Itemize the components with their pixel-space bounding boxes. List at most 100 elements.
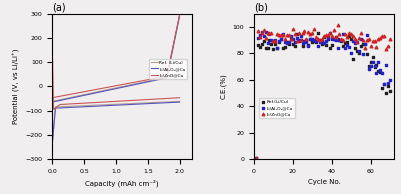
Li/ZnO@Cu xyxy=(336,32,342,35)
Li/Al₂O₃@Cu xyxy=(341,46,348,49)
Li/ZnO@Cu xyxy=(267,31,274,35)
Ref.(Li/Cu) xyxy=(312,41,318,44)
Ref.(Li/Cu) xyxy=(254,43,260,46)
Li/Al₂O₃@Cu xyxy=(302,40,309,43)
Li/Al₂O₃@Cu xyxy=(267,38,274,41)
Li/Al₂O₃@Cu xyxy=(332,39,338,42)
Li/ZnO@Cu xyxy=(369,39,375,42)
Li/Al₂O₃@Cu xyxy=(336,39,342,42)
Li/ZnO@Cu xyxy=(351,38,357,41)
Li/ZnO@Cu xyxy=(318,38,324,41)
X-axis label: Capacity (mAh cm⁻²): Capacity (mAh cm⁻²) xyxy=(85,179,159,187)
Ref.(Li/Cu) xyxy=(297,38,303,41)
Ref.(Li/Cu) xyxy=(285,42,292,46)
Ref.(Li/Cu) xyxy=(324,38,330,41)
Li/ZnO@Cu xyxy=(384,45,390,48)
Li/Al₂O₃@Cu xyxy=(367,65,373,68)
Li/Al₂O₃@Cu xyxy=(277,37,284,40)
Ref.(Li/Cu) xyxy=(326,46,332,49)
Li/Al₂O₃@Cu xyxy=(252,157,258,160)
Li/Al₂O₃@Cu xyxy=(378,72,385,75)
Li/ZnO@Cu xyxy=(304,31,311,34)
Ref.(Li/Cu) xyxy=(359,42,365,45)
Ref.(Li/Cu) xyxy=(320,35,326,38)
Li/ZnO@Cu xyxy=(254,30,260,33)
Li/Al₂O₃@Cu xyxy=(50,73,55,75)
Li/Al₂O₃@Cu xyxy=(326,31,332,34)
Li/ZnO@Cu xyxy=(360,46,367,49)
Li/ZnO@Cu xyxy=(320,35,326,38)
Ref.(Li/Cu) xyxy=(306,37,313,40)
Li/Al₂O₃@Cu xyxy=(304,44,311,47)
Li/Al₂O₃@Cu xyxy=(289,37,295,40)
Ref.(Li/Cu) xyxy=(256,46,262,49)
Li/ZnO@Cu xyxy=(75,102,79,105)
Li/ZnO@Cu xyxy=(275,33,282,36)
Li/Al₂O₃@Cu xyxy=(343,43,350,47)
Li/Al₂O₃@Cu xyxy=(318,40,324,43)
Ref.(Li/Cu) xyxy=(367,60,373,63)
Li/Al₂O₃@Cu xyxy=(380,83,387,86)
Li/ZnO@Cu xyxy=(380,34,387,37)
Li/ZnO@Cu xyxy=(258,31,264,34)
Li/ZnO@Cu xyxy=(328,35,334,38)
Li/Al₂O₃@Cu xyxy=(297,35,303,38)
Ref.(Li/Cu) xyxy=(271,43,278,46)
Li/ZnO@Cu xyxy=(289,27,295,30)
Ref. (Li/Cu) xyxy=(148,101,152,104)
Li/Al₂O₃@Cu xyxy=(279,33,286,36)
Li/Al₂O₃@Cu xyxy=(347,51,354,54)
Li/ZnO@Cu xyxy=(322,33,328,36)
Li/ZnO@Cu xyxy=(357,31,363,34)
Li/ZnO@Cu xyxy=(291,33,297,36)
Ref.(Li/Cu) xyxy=(273,47,280,50)
Ref.(Li/Cu) xyxy=(339,44,346,48)
Ref.(Li/Cu) xyxy=(357,44,363,48)
Ref.(Li/Cu) xyxy=(328,44,334,47)
Ref.(Li/Cu) xyxy=(277,37,284,41)
Li/ZnO@Cu xyxy=(177,97,182,99)
Ref. (Li/Cu) xyxy=(61,105,66,108)
Li/ZnO@Cu xyxy=(299,31,305,35)
Li/ZnO@Cu xyxy=(326,31,332,34)
Li/Al₂O₃@Cu xyxy=(271,38,278,41)
Li/ZnO@Cu xyxy=(386,37,392,40)
Li/ZnO@Cu xyxy=(374,38,381,41)
Li/ZnO@Cu xyxy=(279,33,286,36)
Li/Al₂O₃@Cu xyxy=(320,42,326,45)
Ref.(Li/Cu) xyxy=(260,39,266,42)
Li/Al₂O₃@Cu xyxy=(376,68,383,71)
Ref.(Li/Cu) xyxy=(332,36,338,39)
Li/Al₂O₃@Cu xyxy=(357,38,363,41)
Li/ZnO@Cu xyxy=(367,44,373,48)
Li/Al₂O₃@Cu xyxy=(148,102,152,105)
Li/ZnO@Cu xyxy=(312,36,318,39)
Li/ZnO@Cu xyxy=(332,36,338,39)
Ref.(Li/Cu) xyxy=(316,39,322,42)
Line: Li/ZnO@Cu: Li/ZnO@Cu xyxy=(52,60,179,109)
Li/Al₂O₃@Cu xyxy=(61,107,66,109)
Li/Al₂O₃@Cu xyxy=(359,53,365,56)
Li/ZnO@Cu xyxy=(273,32,280,36)
Li/ZnO@Cu xyxy=(355,36,361,39)
Li/Al₂O₃@Cu xyxy=(283,42,290,45)
Li/ZnO@Cu xyxy=(149,98,154,100)
Li/Al₂O₃@Cu xyxy=(351,41,357,44)
Li/Al₂O₃@Cu xyxy=(334,46,340,49)
Li/ZnO@Cu xyxy=(345,32,352,35)
Li/Al₂O₃@Cu xyxy=(316,40,322,43)
Li/Al₂O₃@Cu xyxy=(355,50,361,53)
Ref.(Li/Cu) xyxy=(353,50,359,53)
Ref.(Li/Cu) xyxy=(269,47,276,50)
Li/Al₂O₃@Cu xyxy=(300,40,307,43)
Li/ZnO@Cu xyxy=(281,37,288,40)
Li/ZnO@Cu xyxy=(337,38,344,41)
Li/ZnO@Cu xyxy=(287,37,294,41)
Li/Al₂O₃@Cu xyxy=(369,60,375,63)
Ref.(Li/Cu) xyxy=(347,37,354,40)
Li/Al₂O₃@Cu xyxy=(371,64,377,67)
Ref.(Li/Cu) xyxy=(258,42,264,46)
Li/Al₂O₃@Cu xyxy=(269,40,276,43)
Ref.(Li/Cu) xyxy=(380,82,387,86)
Li/Al₂O₃@Cu xyxy=(339,32,346,35)
